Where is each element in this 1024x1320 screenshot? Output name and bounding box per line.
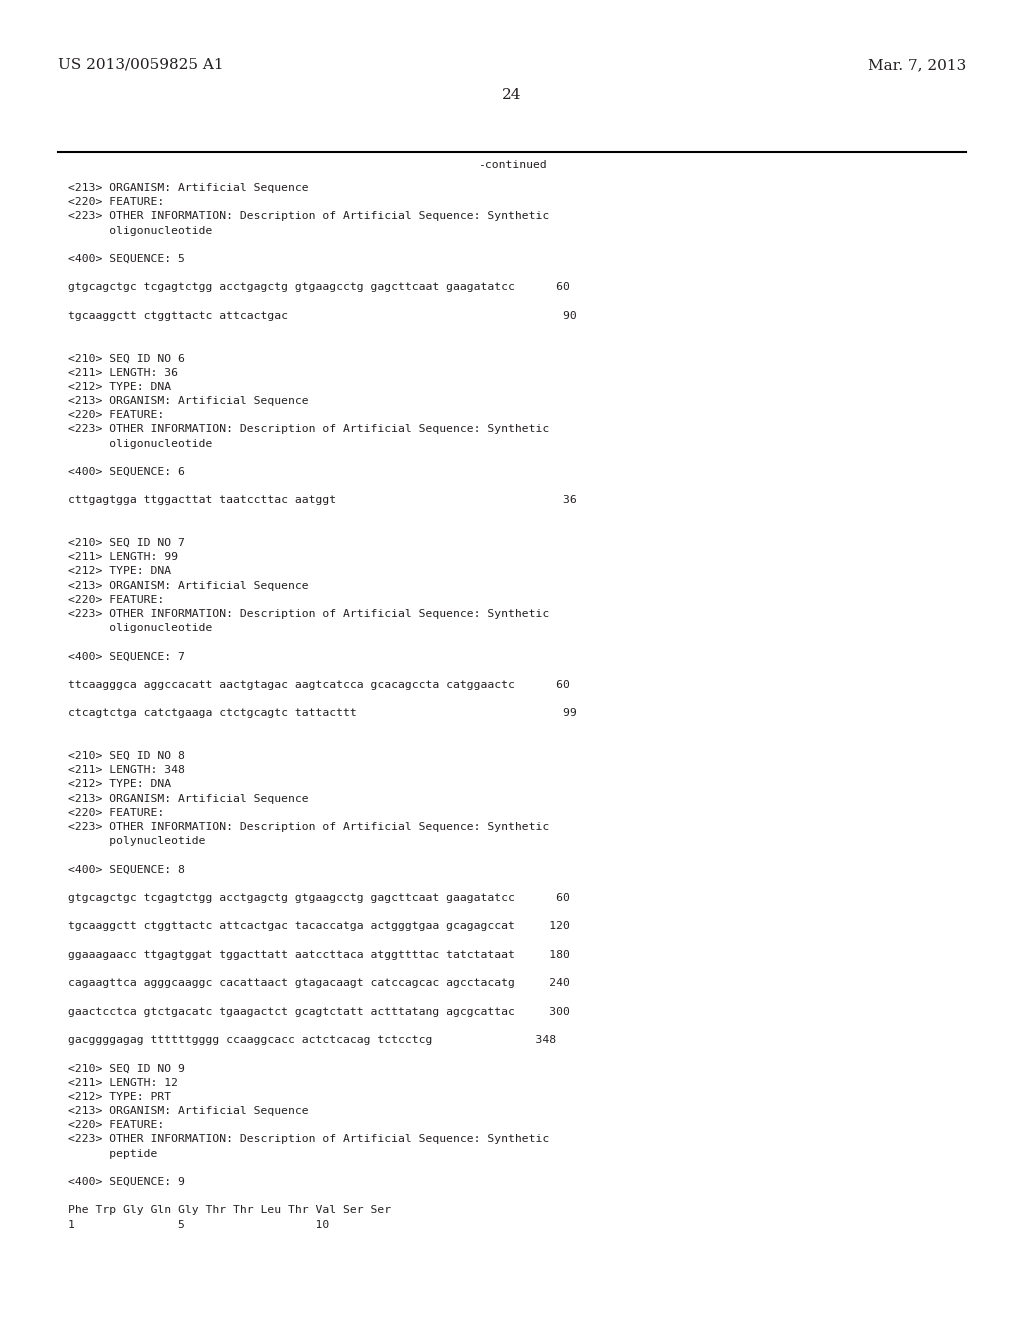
Text: <223> OTHER INFORMATION: Description of Artificial Sequence: Synthetic: <223> OTHER INFORMATION: Description of … (68, 609, 549, 619)
Text: -continued: -continued (477, 160, 547, 170)
Text: <212> TYPE: DNA: <212> TYPE: DNA (68, 381, 171, 392)
Text: <400> SEQUENCE: 6: <400> SEQUENCE: 6 (68, 467, 185, 477)
Text: <400> SEQUENCE: 8: <400> SEQUENCE: 8 (68, 865, 185, 875)
Text: <210> SEQ ID NO 9: <210> SEQ ID NO 9 (68, 1064, 185, 1073)
Text: oligonucleotide: oligonucleotide (68, 623, 212, 634)
Text: <213> ORGANISM: Artificial Sequence: <213> ORGANISM: Artificial Sequence (68, 1106, 308, 1115)
Text: <220> FEATURE:: <220> FEATURE: (68, 1121, 164, 1130)
Text: <211> LENGTH: 99: <211> LENGTH: 99 (68, 552, 178, 562)
Text: <220> FEATURE:: <220> FEATURE: (68, 411, 164, 420)
Text: Mar. 7, 2013: Mar. 7, 2013 (867, 58, 966, 73)
Text: 1               5                   10: 1 5 10 (68, 1220, 330, 1230)
Text: <400> SEQUENCE: 9: <400> SEQUENCE: 9 (68, 1177, 185, 1187)
Text: <220> FEATURE:: <220> FEATURE: (68, 595, 164, 605)
Text: tgcaaggctt ctggttactc attcactgac                                        90: tgcaaggctt ctggttactc attcactgac 90 (68, 310, 577, 321)
Text: <211> LENGTH: 348: <211> LENGTH: 348 (68, 766, 185, 775)
Text: ggaaagaacc ttgagtggat tggacttatt aatccttaca atggttttac tatctataat     180: ggaaagaacc ttgagtggat tggacttatt aatcctt… (68, 950, 570, 960)
Text: <400> SEQUENCE: 5: <400> SEQUENCE: 5 (68, 253, 185, 264)
Text: polynucleotide: polynucleotide (68, 836, 206, 846)
Text: <223> OTHER INFORMATION: Description of Artificial Sequence: Synthetic: <223> OTHER INFORMATION: Description of … (68, 822, 549, 832)
Text: <220> FEATURE:: <220> FEATURE: (68, 197, 164, 207)
Text: <210> SEQ ID NO 7: <210> SEQ ID NO 7 (68, 539, 185, 548)
Text: cagaagttca agggcaaggc cacattaact gtagacaagt catccagcac agcctacatg     240: cagaagttca agggcaaggc cacattaact gtagaca… (68, 978, 570, 989)
Text: cttgagtgga ttggacttat taatccttac aatggt                                 36: cttgagtgga ttggacttat taatccttac aatggt … (68, 495, 577, 506)
Text: <211> LENGTH: 36: <211> LENGTH: 36 (68, 367, 178, 378)
Text: <400> SEQUENCE: 7: <400> SEQUENCE: 7 (68, 652, 185, 661)
Text: Phe Trp Gly Gln Gly Thr Thr Leu Thr Val Ser Ser: Phe Trp Gly Gln Gly Thr Thr Leu Thr Val … (68, 1205, 391, 1216)
Text: <220> FEATURE:: <220> FEATURE: (68, 808, 164, 818)
Text: oligonucleotide: oligonucleotide (68, 226, 212, 235)
Text: <223> OTHER INFORMATION: Description of Artificial Sequence: Synthetic: <223> OTHER INFORMATION: Description of … (68, 425, 549, 434)
Text: <213> ORGANISM: Artificial Sequence: <213> ORGANISM: Artificial Sequence (68, 581, 308, 590)
Text: gtgcagctgc tcgagtctgg acctgagctg gtgaagcctg gagcttcaat gaagatatcc      60: gtgcagctgc tcgagtctgg acctgagctg gtgaagc… (68, 894, 570, 903)
Text: oligonucleotide: oligonucleotide (68, 438, 212, 449)
Text: gtgcagctgc tcgagtctgg acctgagctg gtgaagcctg gagcttcaat gaagatatcc      60: gtgcagctgc tcgagtctgg acctgagctg gtgaagc… (68, 282, 570, 293)
Text: gaactcctca gtctgacatc tgaagactct gcagtctatt actttatang agcgcattac     300: gaactcctca gtctgacatc tgaagactct gcagtct… (68, 1007, 570, 1016)
Text: <211> LENGTH: 12: <211> LENGTH: 12 (68, 1077, 178, 1088)
Text: ctcagtctga catctgaaga ctctgcagtc tattacttt                              99: ctcagtctga catctgaaga ctctgcagtc tattact… (68, 709, 577, 718)
Text: <212> TYPE: DNA: <212> TYPE: DNA (68, 779, 171, 789)
Text: <223> OTHER INFORMATION: Description of Artificial Sequence: Synthetic: <223> OTHER INFORMATION: Description of … (68, 211, 549, 222)
Text: <210> SEQ ID NO 6: <210> SEQ ID NO 6 (68, 354, 185, 363)
Text: tgcaaggctt ctggttactc attcactgac tacaccatga actgggtgaa gcagagccat     120: tgcaaggctt ctggttactc attcactgac tacacca… (68, 921, 570, 932)
Text: <210> SEQ ID NO 8: <210> SEQ ID NO 8 (68, 751, 185, 762)
Text: gacggggagag ttttttgggg ccaaggcacc actctcacag tctcctcg               348: gacggggagag ttttttgggg ccaaggcacc actctc… (68, 1035, 556, 1045)
Text: 24: 24 (502, 88, 522, 102)
Text: peptide: peptide (68, 1148, 158, 1159)
Text: <223> OTHER INFORMATION: Description of Artificial Sequence: Synthetic: <223> OTHER INFORMATION: Description of … (68, 1134, 549, 1144)
Text: <213> ORGANISM: Artificial Sequence: <213> ORGANISM: Artificial Sequence (68, 183, 308, 193)
Text: <213> ORGANISM: Artificial Sequence: <213> ORGANISM: Artificial Sequence (68, 793, 308, 804)
Text: <212> TYPE: DNA: <212> TYPE: DNA (68, 566, 171, 577)
Text: ttcaagggca aggccacatt aactgtagac aagtcatcca gcacagccta catggaactc      60: ttcaagggca aggccacatt aactgtagac aagtcat… (68, 680, 570, 690)
Text: <213> ORGANISM: Artificial Sequence: <213> ORGANISM: Artificial Sequence (68, 396, 308, 407)
Text: <212> TYPE: PRT: <212> TYPE: PRT (68, 1092, 171, 1102)
Text: US 2013/0059825 A1: US 2013/0059825 A1 (58, 58, 223, 73)
